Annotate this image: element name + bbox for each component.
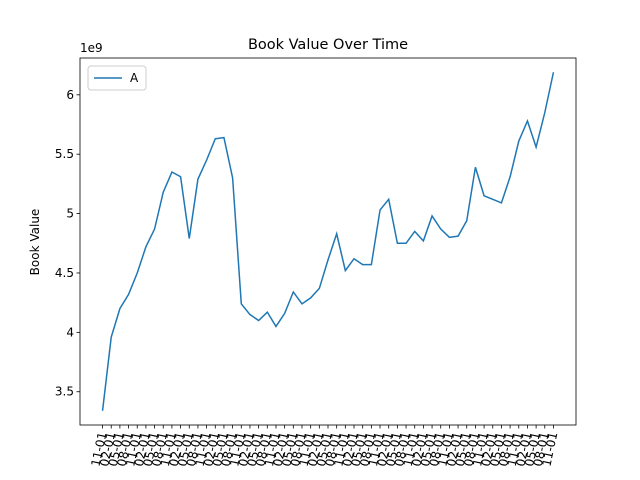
offset-label: 1e9 <box>80 41 103 55</box>
y-axis-label: Book Value <box>28 209 42 276</box>
legend-label: A <box>130 71 139 85</box>
chart-title: Book Value Over Time <box>248 37 408 53</box>
line-series <box>101 72 555 411</box>
y-tick-label: 5 <box>66 207 74 221</box>
y-tick-label: 3.5 <box>55 385 74 399</box>
y-tick-label: 4 <box>66 325 74 339</box>
y-tick-label: 4.5 <box>55 266 74 280</box>
y-tick-label: 5.5 <box>55 147 74 161</box>
y-tick-label: 6 <box>66 88 74 102</box>
